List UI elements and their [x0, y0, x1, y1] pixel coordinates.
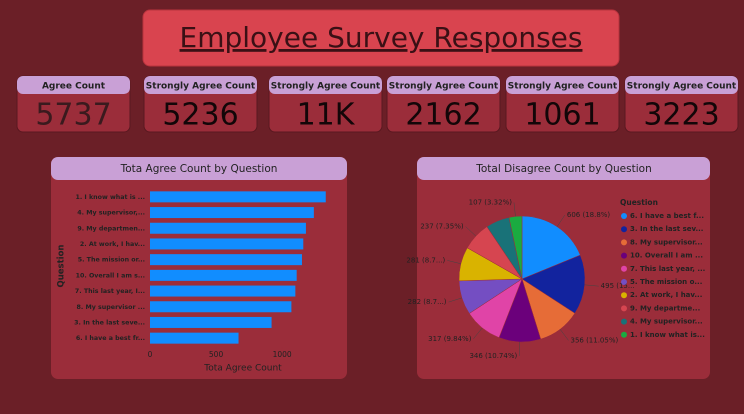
page-title: Employee Survey Responses — [180, 21, 583, 54]
y-tick-label: 9. My departmen... — [77, 225, 145, 232]
legend-marker — [621, 305, 627, 312]
leader-line — [448, 297, 462, 303]
leader-line — [447, 260, 461, 265]
x-axis-label: Tota Agree Count — [203, 364, 282, 374]
bar — [150, 301, 292, 313]
card-value: 3223 — [643, 98, 719, 133]
legend-label: 10. Overall I am ... — [630, 252, 703, 260]
leader-line — [584, 284, 599, 287]
x-tick-label: 1000 — [273, 350, 292, 359]
legend-label: 8. My supervisor... — [630, 238, 703, 246]
data-label: 606 (18.8%) — [567, 211, 611, 219]
leader-line — [559, 329, 569, 341]
y-tick-label: 6. I have a best fr... — [76, 335, 145, 342]
y-tick-label: 1. I know what is ... — [75, 194, 145, 201]
card-label: Strongly Agree Count — [627, 82, 737, 92]
data-label: 107 (3.32%) — [469, 198, 513, 206]
legend-marker — [621, 265, 627, 272]
legend-label: 6. I have a best f... — [630, 212, 704, 220]
card-header — [144, 76, 257, 94]
pie-title: Total Disagree Count by Question — [475, 163, 651, 175]
legend-label: 1. I know what is... — [630, 331, 705, 339]
legend-marker — [621, 318, 627, 325]
title-box — [142, 9, 620, 67]
bar — [150, 254, 302, 266]
card-label: Agree Count — [42, 82, 106, 92]
legend-marker — [621, 226, 627, 233]
legend-label: 5. The mission o... — [630, 278, 702, 286]
card-label: Strongly Agree Count — [146, 82, 256, 92]
bar-panel-header — [51, 157, 347, 180]
legend-marker — [621, 252, 627, 259]
legend-label: 3. In the last sev... — [630, 225, 703, 233]
leader-line — [556, 214, 566, 227]
legend-label: 4. My supervisor... — [630, 318, 703, 326]
card-header — [269, 76, 382, 94]
card-header — [506, 76, 619, 94]
bar — [150, 332, 239, 344]
data-label: 281 (8.7...) — [406, 256, 445, 264]
data-label: 317 (9.84%) — [428, 335, 472, 343]
pie-slice — [508, 215, 523, 280]
bar — [150, 191, 326, 203]
card-value: 5236 — [162, 98, 238, 133]
card-label: Strongly Agree Count — [508, 82, 618, 92]
data-label: 356 (11.05%) — [570, 336, 618, 344]
legend-label: 9. My departme... — [630, 304, 700, 312]
bar-title: Tota Agree Count by Question — [120, 163, 278, 175]
card-label: Strongly Agree Count — [389, 82, 499, 92]
y-tick-label: 7. This last year, I... — [75, 288, 145, 295]
leader-line — [518, 341, 520, 356]
card-header — [387, 76, 500, 94]
legend-title: Question — [620, 198, 658, 207]
card-value: 2162 — [405, 98, 481, 133]
bar — [150, 285, 296, 297]
leader-line — [473, 327, 483, 339]
leader-line — [513, 202, 516, 217]
data-label: 237 (7.35%) — [420, 223, 464, 231]
pie-panel-header — [417, 157, 710, 180]
bar — [150, 207, 314, 219]
legend-marker — [621, 279, 627, 285]
bar — [150, 269, 297, 281]
legend-label: 7. This last year, ... — [630, 265, 705, 273]
legend-label: 2. At work, I hav... — [630, 291, 702, 299]
x-tick-label: 0 — [148, 350, 153, 359]
card-label: Strongly Agree Count — [271, 82, 381, 92]
bar — [150, 238, 304, 250]
legend-marker — [621, 331, 627, 338]
legend-marker — [621, 213, 627, 219]
x-tick-label: 500 — [209, 350, 224, 359]
y-tick-label: 3. In the last seve... — [74, 319, 145, 326]
y-tick-label: 8. My supervisor ... — [77, 304, 145, 311]
y-tick-label: 5. The mission or... — [78, 257, 145, 264]
card-header — [625, 76, 738, 94]
bar — [150, 222, 306, 234]
bar-panel — [51, 157, 347, 379]
y-axis-label: Question — [57, 245, 67, 288]
pie-slice — [521, 215, 581, 280]
card-value: 11K — [297, 98, 356, 133]
y-tick-label: 4. My supervisor,... — [77, 210, 145, 217]
data-label: 282 (8.7...) — [408, 298, 447, 306]
y-tick-label: 10. Overall I am s... — [76, 272, 145, 279]
card-value: 1061 — [524, 98, 600, 133]
legend-marker — [621, 239, 627, 246]
data-label: 346 (10.74%) — [469, 352, 517, 360]
card-value: 5737 — [35, 98, 111, 133]
y-tick-label: 2. At work, I hav... — [80, 241, 145, 248]
bar — [150, 316, 272, 328]
pie-slice — [521, 254, 586, 314]
card-header — [17, 76, 130, 94]
leader-line — [465, 226, 477, 237]
legend-marker — [621, 292, 627, 299]
data-label: 495 (15... — [601, 282, 635, 290]
